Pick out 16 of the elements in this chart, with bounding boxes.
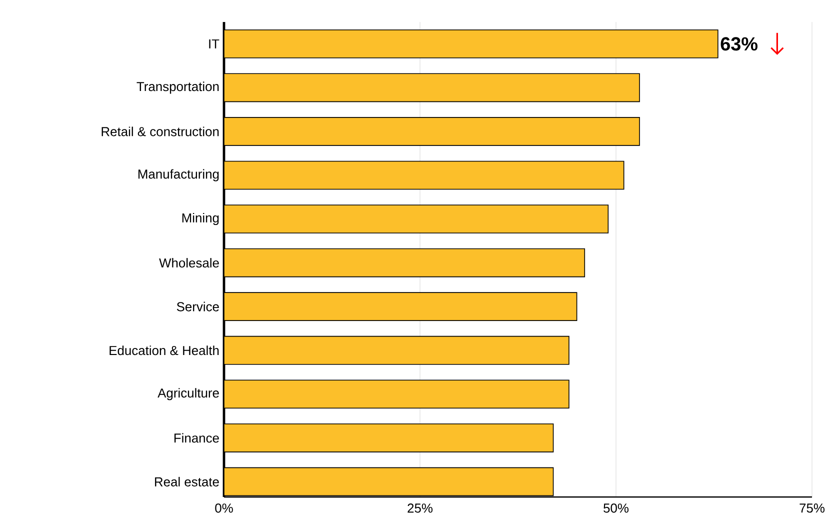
annotation: 63% bbox=[720, 37, 758, 51]
y-tick-label: Education & Health bbox=[110, 346, 219, 356]
y-tick-label: Finance bbox=[174, 433, 219, 443]
y-tick-label: Manufacturing bbox=[138, 169, 219, 182]
y-tick-label: Retail & construction bbox=[102, 126, 219, 136]
x-tick-label: 0% bbox=[215, 504, 233, 513]
x-tick-label: 25% bbox=[408, 504, 432, 513]
y-tick-label: Real estate bbox=[155, 476, 219, 486]
y-tick-label: Mining bbox=[182, 212, 219, 226]
y-tick-label: IT bbox=[209, 39, 220, 48]
y-tick-label: Transportation bbox=[136, 82, 219, 94]
x-tick-label: 50% bbox=[604, 504, 628, 513]
y-tick-label: Wholesale bbox=[159, 258, 219, 268]
y-tick-label: Service bbox=[176, 302, 219, 312]
x-tick-label: 75% bbox=[800, 504, 824, 513]
y-tick-label: Agriculture bbox=[158, 388, 219, 400]
